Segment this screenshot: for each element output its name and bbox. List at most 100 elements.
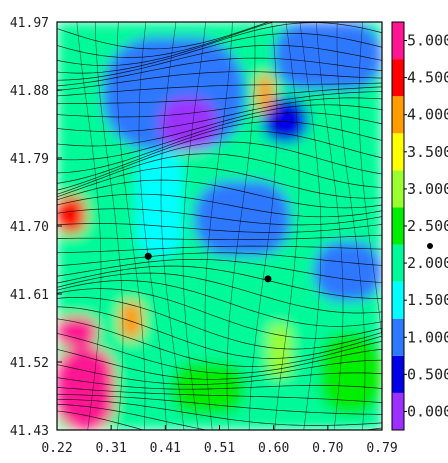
streamline (57, 33, 382, 74)
y-axis: 41.97 41.88 41.79 41.70 41.61 41.52 41.43 (10, 16, 62, 439)
station-marker (144, 252, 152, 260)
colorbar-bin (392, 392, 404, 430)
field-region (273, 22, 382, 90)
streamline (57, 245, 382, 254)
field-region (136, 150, 183, 257)
streamline (274, 22, 300, 430)
field-region (256, 74, 274, 113)
x-tick-label: 0.22 (41, 441, 72, 456)
streamline (138, 22, 167, 430)
streamline (57, 223, 382, 233)
streamline (57, 306, 382, 359)
colorbar-bin (392, 318, 404, 356)
colorbar-tick-label: 4.000 (407, 106, 448, 124)
streamline (57, 333, 382, 374)
streamline (94, 22, 124, 430)
streamline (57, 179, 382, 209)
streamline (57, 387, 382, 403)
colorbar-tick-label: 1.500 (407, 291, 448, 309)
streamline (57, 153, 382, 195)
station-markers (144, 243, 433, 283)
streamline (57, 86, 382, 105)
streamline (57, 57, 382, 87)
streamline (57, 377, 382, 390)
x-tick-label: 0.79 (366, 441, 397, 456)
x-tick-label: 0.41 (150, 441, 181, 456)
streamline (57, 141, 382, 191)
streamline (336, 22, 366, 430)
streamline (204, 22, 233, 430)
streamline (57, 22, 382, 66)
field-region (262, 97, 308, 143)
x-tick-label: 0.70 (312, 441, 343, 456)
colorbar-tick-label: 2.000 (407, 254, 448, 272)
streamline (57, 193, 382, 218)
streamline (182, 22, 206, 430)
streamline (57, 22, 271, 50)
streamline (57, 272, 382, 314)
colorbar-tick-label: 2.500 (407, 217, 448, 235)
field-region (57, 316, 97, 347)
streamline (316, 22, 344, 430)
streamlines (57, 22, 382, 430)
streamline (57, 91, 382, 118)
heat-field (57, 22, 382, 430)
streamline (160, 22, 185, 430)
station-marker (427, 243, 433, 249)
streamline (57, 398, 382, 426)
colorbar-bins (392, 22, 404, 430)
y-tick-label: 41.52 (10, 356, 49, 371)
colorbar-tick-label: 3.500 (407, 143, 448, 161)
streamline (299, 22, 322, 430)
streamline (57, 104, 382, 147)
streamline (57, 44, 382, 81)
streamline (57, 403, 382, 430)
field-region (319, 331, 382, 415)
streamline (57, 97, 382, 132)
streamline (57, 112, 382, 161)
streamline (248, 22, 278, 430)
colorbar-tick-label: 5.000 (407, 32, 448, 50)
streamline (358, 22, 382, 342)
y-tick-label: 41.70 (10, 220, 49, 235)
plot-area (56, 21, 433, 431)
streamline (57, 265, 382, 299)
x-tick-label: 0.60 (258, 441, 289, 456)
colorbar-tick-label: 1.000 (407, 328, 448, 346)
field-region (193, 180, 291, 257)
colorbar-bin (392, 133, 404, 171)
field-region (119, 301, 143, 340)
streamline (57, 318, 382, 367)
streamline (57, 296, 382, 350)
streamline (57, 166, 382, 199)
streamline (57, 280, 382, 327)
field-region (313, 241, 382, 302)
x-tick-label: 0.51 (204, 441, 235, 456)
streamline (57, 234, 382, 241)
streamline (226, 22, 256, 430)
y-tick-label: 41.43 (10, 424, 49, 439)
colorbar-bin (392, 244, 404, 282)
station-marker (264, 275, 272, 283)
colorbar-bin (392, 355, 404, 393)
y-tick-label: 41.97 (10, 16, 49, 31)
colorbar-tick-label: 3.000 (407, 180, 448, 198)
colorbar-tick-label: 0.000 (407, 402, 448, 420)
streamline (57, 82, 382, 97)
colorbar-bin (392, 170, 404, 208)
streamline (57, 130, 382, 184)
streamline (57, 252, 382, 267)
x-tick-label: 0.31 (96, 441, 127, 456)
streamline (57, 393, 382, 415)
streamline (57, 349, 382, 380)
streamline (57, 410, 145, 430)
streamline (57, 120, 382, 174)
colorbar-bin (392, 96, 404, 134)
streamline (57, 288, 382, 339)
heat-field-blur (57, 22, 382, 430)
y-tick-label: 41.88 (10, 84, 49, 99)
streamline (57, 22, 276, 58)
colorbar: 0.000 0.500 1.000 1.500 2.000 2.500 3.000 3.500… (391, 21, 448, 431)
streamline (57, 364, 382, 385)
